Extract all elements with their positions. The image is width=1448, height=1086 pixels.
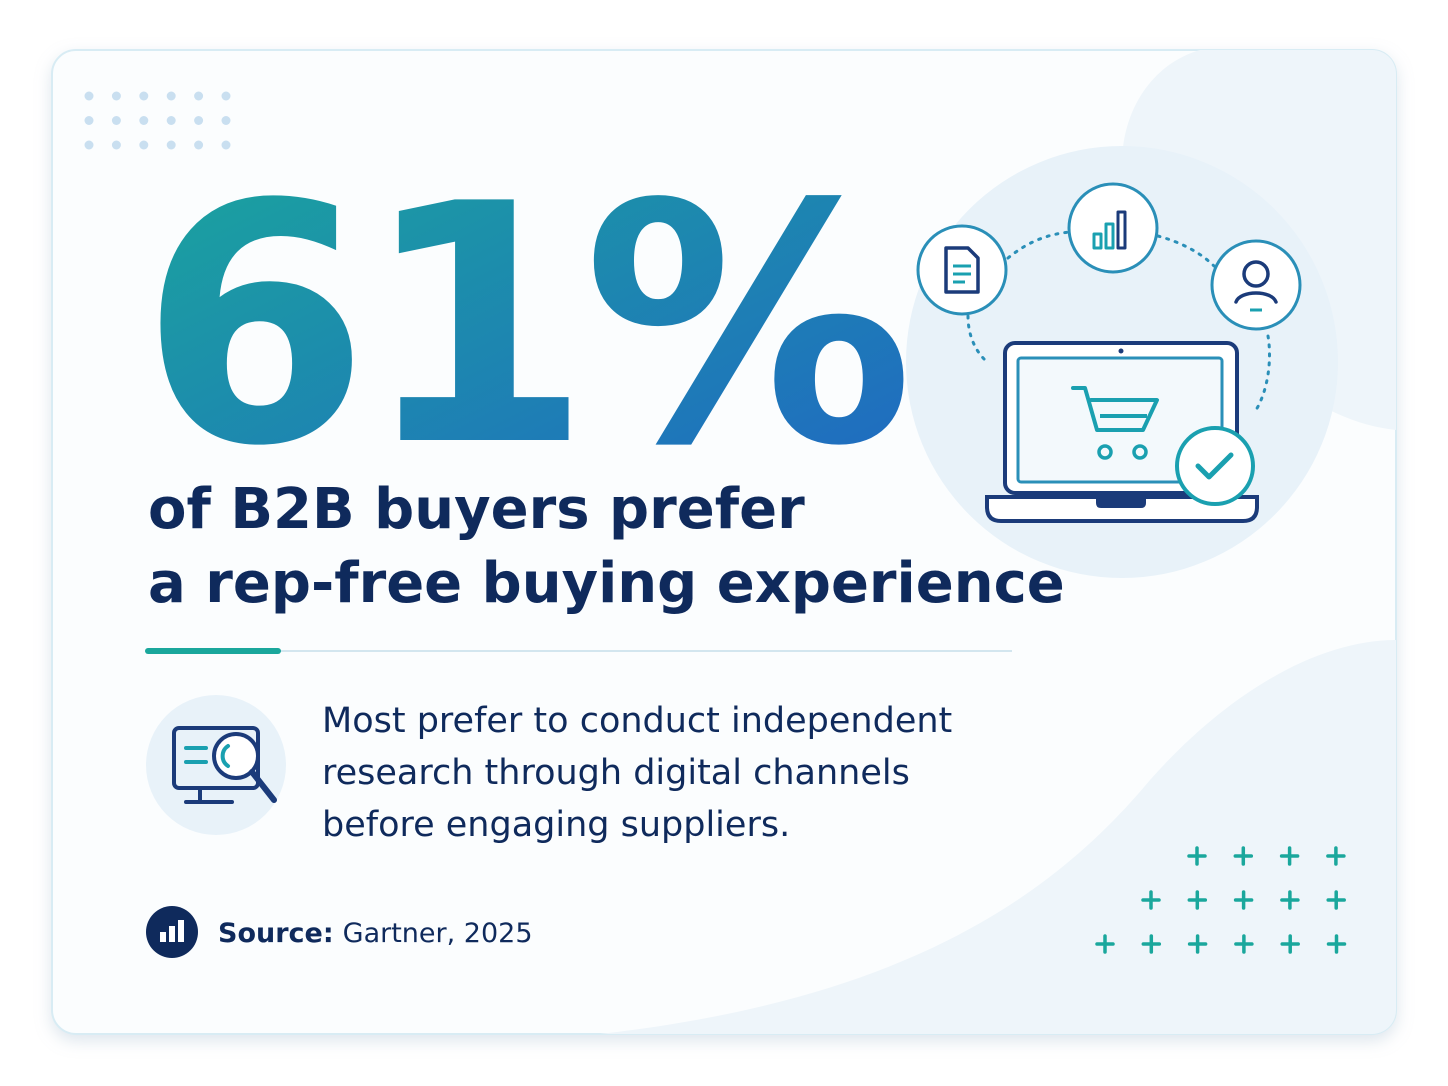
plus (1141, 890, 1161, 910)
dot (166, 91, 176, 101)
plus (1279, 846, 1300, 866)
dot (166, 116, 176, 125)
plus (1233, 846, 1254, 866)
source-label: Source: (218, 918, 334, 949)
plus (1326, 890, 1346, 910)
user-badge (1210, 239, 1302, 331)
chart-badge (1067, 182, 1159, 274)
document-badge (916, 224, 1008, 316)
plus (1234, 934, 1254, 954)
plus (1233, 890, 1254, 910)
plus (1141, 934, 1162, 954)
illustration (906, 146, 1338, 578)
dot (111, 116, 121, 125)
description: research through digital channels (322, 753, 910, 793)
plus (1280, 890, 1300, 910)
dot (84, 91, 94, 101)
plus (1187, 846, 1207, 866)
plus (1187, 934, 1208, 954)
laptop (985, 341, 1259, 523)
stat-value: 61% (140, 134, 908, 518)
source-icon (146, 906, 198, 958)
headline: a rep-free buying experience (148, 551, 1065, 616)
description: before engaging suppliers. (322, 805, 790, 845)
dot (139, 140, 149, 150)
description: Most prefer to conduct independent (322, 701, 952, 741)
dot (221, 140, 231, 150)
dot (84, 140, 94, 150)
dot (194, 91, 204, 101)
dot (194, 140, 204, 150)
dot (111, 140, 121, 150)
plus (1280, 934, 1300, 954)
plus (1326, 846, 1346, 866)
dot (139, 91, 149, 101)
source: Source: Gartner, 2025 (218, 918, 533, 949)
dot (221, 116, 231, 125)
plus (1326, 934, 1347, 954)
dot (139, 116, 149, 125)
plus-grid (1095, 846, 1347, 954)
dot (111, 91, 121, 101)
dot (166, 140, 176, 150)
dot-grid (84, 91, 231, 150)
research-icon (146, 695, 286, 835)
dot (84, 116, 94, 125)
plus (1187, 890, 1208, 910)
plus (1095, 934, 1115, 954)
headline: of B2B buyers prefer (148, 477, 805, 542)
dot (194, 116, 204, 125)
source-text: Gartner, 2025 (343, 918, 533, 949)
dot (221, 91, 231, 101)
